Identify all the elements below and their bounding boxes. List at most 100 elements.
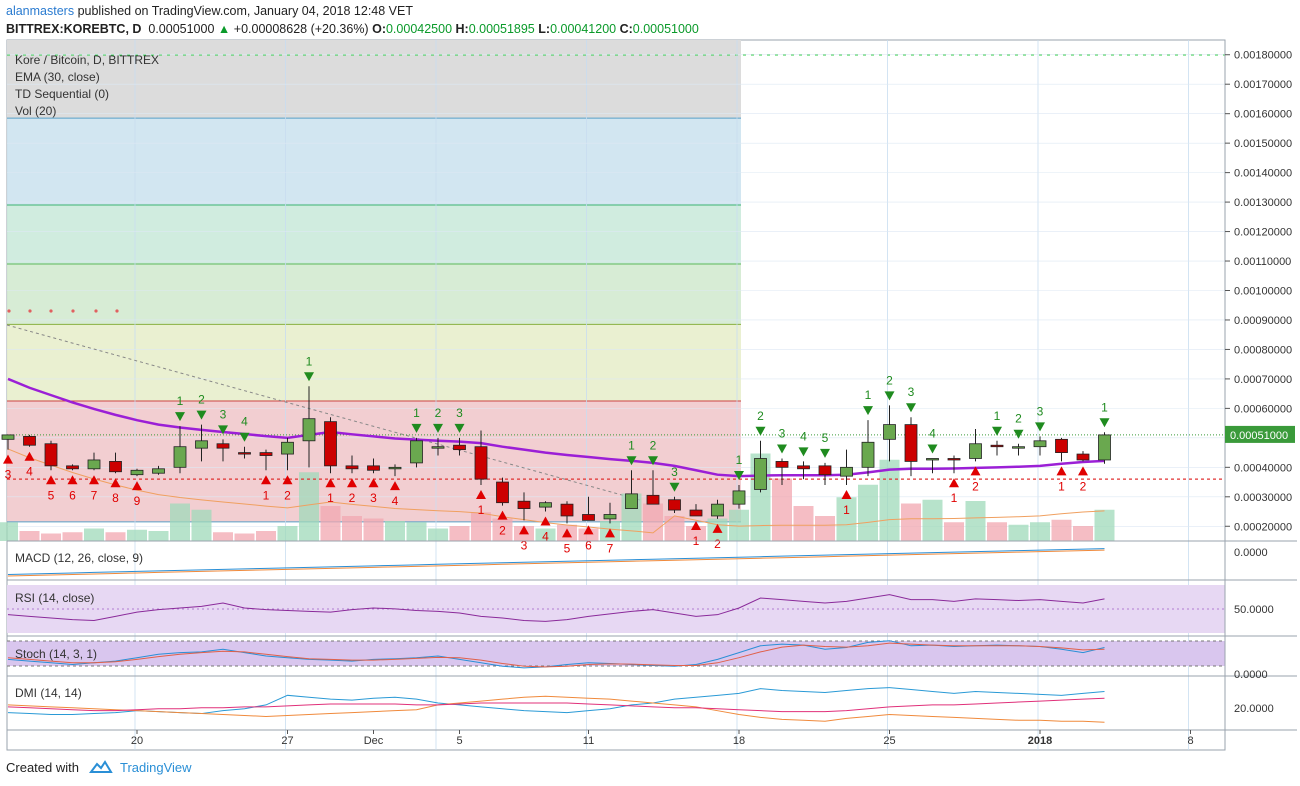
fib-zone-top xyxy=(7,40,741,119)
candle-body xyxy=(238,452,251,455)
td-sell-count: 4 xyxy=(26,465,33,479)
ohlc-bar: BITTREX:KOREBTC, D 0.00051000 ▲ +0.00008… xyxy=(6,22,699,36)
candle-body xyxy=(818,465,832,476)
candle-body xyxy=(44,443,58,467)
td-buy-down-triangle xyxy=(433,423,443,433)
adx-line xyxy=(7,697,1105,713)
candle-body xyxy=(345,465,359,470)
td-buy-down-triangle xyxy=(884,391,895,401)
td-buy-down-triangle xyxy=(304,372,314,382)
volume-bar xyxy=(127,529,147,541)
td-sell-up-triangle xyxy=(89,475,99,485)
td-buy-count: 3 xyxy=(1037,404,1044,418)
td-buy-count: 3 xyxy=(671,465,678,479)
published-text: published on TradingView.com, January 04… xyxy=(77,4,413,18)
rsi-axis-label: 50.0000 xyxy=(1234,604,1274,616)
stoch-k-line xyxy=(7,640,1105,669)
volume-bar xyxy=(0,522,18,541)
td-buy-down-triangle xyxy=(669,482,680,492)
tradingview-link[interactable]: TradingView xyxy=(120,760,192,775)
candle-body xyxy=(87,459,101,470)
candle-body xyxy=(1076,453,1090,461)
td-sell-up-triangle xyxy=(67,475,78,485)
volume-bar xyxy=(213,532,233,541)
author-link[interactable]: alanmasters xyxy=(6,4,75,18)
td-sell-up-triangle xyxy=(841,490,852,500)
td-sell-up-triangle xyxy=(24,451,35,461)
td-buy-down-triangle xyxy=(1013,429,1024,439)
td-sell-count: 1 xyxy=(327,491,334,505)
td-sell-up-triangle xyxy=(712,523,723,533)
high-label: H: xyxy=(455,22,469,36)
volume-bar xyxy=(987,522,1007,541)
td-sell-up-triangle xyxy=(583,525,594,535)
price-tick-label: 0.00060000 xyxy=(1234,403,1292,415)
price-tick-label: 0.00080000 xyxy=(1234,344,1292,356)
footer: Created with TradingView xyxy=(6,760,192,777)
td-sell-count: 7 xyxy=(607,541,614,555)
fib-dot xyxy=(49,309,53,313)
volume-bar xyxy=(19,531,40,541)
volume-bar xyxy=(105,532,126,541)
candle-body xyxy=(302,418,316,442)
close-value: 0.00051000 xyxy=(632,22,699,36)
td-sell-count: 2 xyxy=(349,491,356,505)
td-buy-count: 3 xyxy=(456,406,463,420)
price-tick-label: 0.00020000 xyxy=(1234,521,1292,533)
td-buy-count: 2 xyxy=(198,393,205,407)
candle-body xyxy=(926,458,939,461)
candle-body xyxy=(582,514,595,521)
candle-body xyxy=(173,446,187,468)
candle-body xyxy=(990,444,1004,448)
volume-bar xyxy=(772,478,792,541)
legend-vol: Vol (20) xyxy=(15,104,57,118)
time-label: 5 xyxy=(456,735,462,747)
fib-dot xyxy=(71,309,75,313)
td-buy-count: 2 xyxy=(650,438,657,452)
td-sell-count: 8 xyxy=(112,491,119,505)
volume-bar xyxy=(84,528,104,541)
price-tick-label: 0.00180000 xyxy=(1234,50,1292,62)
td-buy-count: 1 xyxy=(177,394,184,408)
fib-zone xyxy=(7,118,741,206)
volume-bar xyxy=(62,532,83,541)
candle-body xyxy=(195,440,208,449)
td-buy-down-triangle xyxy=(239,432,250,442)
last-price: 0.00051000 xyxy=(148,22,215,36)
close-label: C: xyxy=(619,22,633,36)
candle-body xyxy=(388,466,402,470)
legend-pair: Kore / Bitcoin, D, BITTREX xyxy=(15,53,160,67)
stoch-d-line xyxy=(7,642,1105,668)
td-buy-count: 1 xyxy=(736,453,743,467)
td-buy-down-triangle xyxy=(411,423,422,433)
fib-zone xyxy=(7,324,741,402)
fib-zone xyxy=(7,263,741,325)
volume-bar xyxy=(643,503,663,541)
td-sell-count: 6 xyxy=(585,538,592,552)
td-buy-count: 1 xyxy=(628,438,635,452)
legend-rsi: RSI (14, close) xyxy=(15,591,95,605)
volume-bar xyxy=(363,518,384,541)
td-sell-up-triangle xyxy=(368,478,379,488)
candle-body xyxy=(1012,446,1025,449)
td-buy-count: 3 xyxy=(908,385,915,399)
candle-body xyxy=(1,434,15,440)
volume-bar xyxy=(428,528,448,541)
candle-body xyxy=(668,499,681,511)
stoch-band xyxy=(7,641,1225,666)
td-buy-down-triangle xyxy=(175,412,185,422)
td-sell-count: 2 xyxy=(714,537,721,551)
candle-body xyxy=(840,466,853,477)
volume-bar xyxy=(191,509,212,541)
low-label: L: xyxy=(538,22,551,36)
candle-body xyxy=(23,435,36,446)
volume-bar xyxy=(1073,526,1093,541)
price-tick-label: 0.00150000 xyxy=(1234,138,1292,150)
high-value: 0.00051895 xyxy=(468,22,535,36)
td-buy-down-triangle xyxy=(626,456,637,466)
macd-line xyxy=(7,548,1105,575)
price-tick-label: 0.00160000 xyxy=(1234,109,1292,121)
rsi-line xyxy=(7,594,1105,622)
low-value: 0.00041200 xyxy=(550,22,617,36)
